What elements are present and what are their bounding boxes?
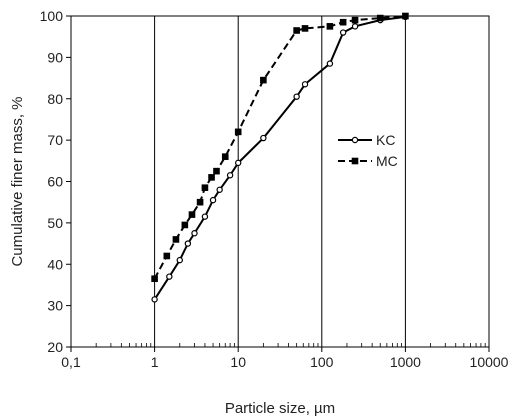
x-tick-label: 100 [310, 354, 334, 370]
data-point [172, 236, 180, 243]
y-tick-label: 20 [47, 339, 63, 355]
data-point [326, 60, 334, 67]
x-tick-label: 10000 [470, 354, 509, 370]
y-tick-label: 50 [47, 215, 63, 231]
data-point [301, 25, 309, 32]
data-point [181, 221, 189, 229]
series-layer [151, 12, 409, 303]
data-point [201, 184, 209, 192]
data-point [339, 29, 347, 36]
data-point [351, 16, 359, 24]
legend-label: KC [376, 132, 395, 148]
series-line-mc [153, 15, 406, 280]
y-tick-label: 80 [47, 91, 63, 107]
legend-item-kc: KC [338, 132, 395, 148]
y-tick-label: 60 [47, 174, 63, 190]
legend: KC MC [338, 132, 398, 169]
data-point [196, 198, 204, 206]
data-point [208, 174, 215, 181]
x-axis-title: Particle size, µm [225, 400, 335, 417]
data-point [221, 153, 229, 160]
y-tick-label: 30 [47, 298, 63, 314]
y-tick-label: 100 [40, 8, 64, 24]
data-point [184, 240, 192, 247]
legend-item-mc: MC [338, 153, 398, 169]
data-point [339, 18, 347, 26]
y-tick-label: 40 [47, 256, 63, 272]
minor-ticks [95, 343, 486, 347]
data-point [176, 256, 183, 264]
series-mc [151, 12, 409, 283]
data-point [166, 273, 173, 280]
data-point [163, 252, 171, 260]
y-axis-title: Cumulative finer mass, % [9, 96, 26, 266]
plot-frame [70, 15, 490, 348]
data-point [376, 14, 384, 22]
data-point [301, 81, 309, 88]
legend-marker [351, 157, 359, 165]
legend-label: MC [376, 153, 398, 169]
y-axis-ticks: 20 30 40 50 60 70 80 90 100 [40, 8, 71, 355]
data-point [209, 196, 217, 204]
grid-lines [154, 16, 406, 347]
data-point [260, 134, 267, 142]
data-point [151, 275, 158, 283]
x-axis-ticks: 0,1 1 10 100 1000 10000 [61, 347, 509, 370]
data-point [293, 93, 300, 100]
data-point [216, 186, 223, 193]
series-kc [151, 13, 409, 303]
data-point [402, 12, 409, 20]
data-point [213, 167, 220, 175]
data-point [188, 211, 196, 218]
data-point [191, 230, 198, 237]
y-tick-label: 70 [47, 132, 63, 148]
x-tick-label: 1 [151, 354, 159, 370]
data-point [326, 23, 334, 30]
data-point [293, 27, 300, 34]
data-point [226, 172, 234, 179]
x-tick-label: 1000 [390, 354, 421, 370]
series-line-kc [153, 15, 406, 300]
x-tick-label: 0,1 [61, 354, 81, 370]
data-point [151, 296, 158, 303]
y-tick-label: 90 [47, 49, 63, 65]
data-point [260, 76, 267, 84]
data-point [234, 128, 242, 136]
x-tick-label: 10 [230, 354, 246, 370]
data-point [351, 23, 359, 30]
data-point [201, 213, 209, 220]
legend-marker [351, 136, 359, 144]
data-point [234, 159, 242, 167]
